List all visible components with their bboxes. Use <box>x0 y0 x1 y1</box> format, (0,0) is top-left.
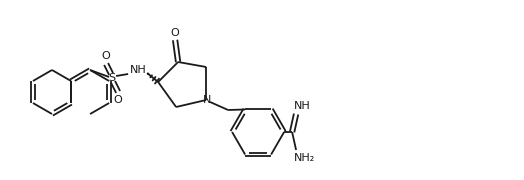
Text: O: O <box>102 51 111 61</box>
Text: O: O <box>171 28 180 38</box>
Text: O: O <box>114 95 123 105</box>
Text: NH: NH <box>130 65 147 75</box>
Text: NH: NH <box>294 101 311 111</box>
Text: N: N <box>203 95 211 105</box>
Text: NH₂: NH₂ <box>293 153 315 163</box>
Text: S: S <box>108 73 116 83</box>
